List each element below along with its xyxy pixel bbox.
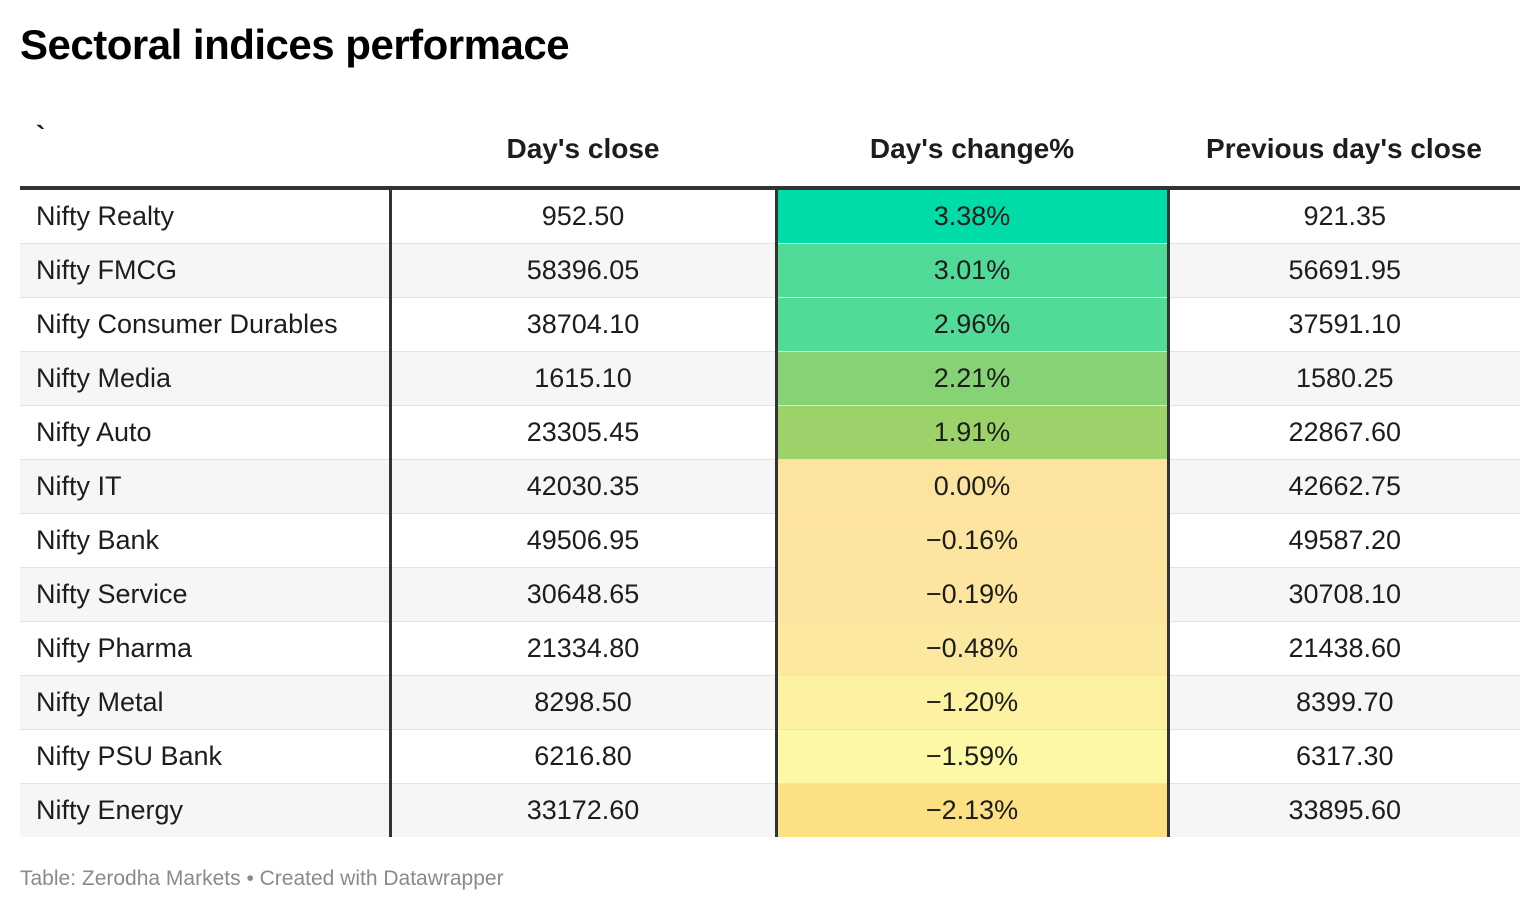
- footer-source: Table: Zerodha Markets: [20, 867, 241, 890]
- index-name-cell: Nifty Bank: [20, 513, 392, 568]
- column-header-previous-close: Previous day's close: [1168, 112, 1520, 190]
- days-close-cell: 42030.35: [390, 459, 776, 514]
- days-close-cell: 6216.80: [390, 729, 776, 784]
- days-change-cell: −0.48%: [774, 621, 1170, 676]
- chart-title: Sectoral indices performace: [20, 21, 570, 68]
- previous-close-cell: 33895.60: [1168, 783, 1520, 837]
- days-change-cell: −2.13%: [774, 783, 1170, 837]
- table-row: Nifty Bank 49506.95 −0.16% 49587.20: [20, 513, 1520, 568]
- days-close-cell: 952.50: [390, 188, 776, 244]
- table-row: Nifty Media 1615.10 2.21% 1580.25: [20, 351, 1520, 406]
- days-change-cell: 3.01%: [774, 243, 1170, 298]
- previous-close-cell: 921.35: [1168, 188, 1520, 244]
- days-close-cell: 38704.10: [390, 297, 776, 352]
- table-row: Nifty Energy 33172.60 −2.13% 33895.60: [20, 783, 1520, 837]
- days-change-cell: 0.00%: [774, 459, 1170, 514]
- index-name-cell: Nifty Media: [20, 351, 392, 406]
- footer-note: Table: Zerodha Markets • Created with Da…: [20, 867, 504, 891]
- days-change-cell: −0.16%: [774, 513, 1170, 568]
- days-change-cell: 1.91%: [774, 405, 1170, 460]
- days-close-cell: 21334.80: [390, 621, 776, 676]
- previous-close-cell: 49587.20: [1168, 513, 1520, 568]
- table-body: Nifty Realty 952.50 3.38% 921.35 Nifty FMCG 5…: [20, 188, 1520, 837]
- index-name-cell: Nifty Consumer Durables: [20, 297, 392, 352]
- days-close-cell: 23305.45: [390, 405, 776, 460]
- previous-close-cell: 22867.60: [1168, 405, 1520, 460]
- footer-credit: Created with Datawrapper: [259, 867, 504, 890]
- previous-close-cell: 8399.70: [1168, 675, 1520, 730]
- days-close-cell: 8298.50: [390, 675, 776, 730]
- column-header-days-close: Day's close: [390, 112, 776, 190]
- index-name-cell: Nifty PSU Bank: [20, 729, 392, 784]
- previous-close-cell: 6317.30: [1168, 729, 1520, 784]
- table-row: Nifty Realty 952.50 3.38% 921.35: [20, 188, 1520, 244]
- table-row: Nifty Pharma 21334.80 −0.48% 21438.60: [20, 621, 1520, 676]
- days-change-cell: −1.59%: [774, 729, 1170, 784]
- previous-close-cell: 30708.10: [1168, 567, 1520, 622]
- footer-separator: •: [240, 867, 260, 890]
- table-row: Nifty Service 30648.65 −0.19% 30708.10: [20, 567, 1520, 622]
- column-header-days-change: Day's change%: [776, 112, 1168, 190]
- days-change-cell: 3.38%: [774, 188, 1170, 244]
- index-name-cell: Nifty Metal: [20, 675, 392, 730]
- days-close-cell: 1615.10: [390, 351, 776, 406]
- index-name-cell: Nifty Pharma: [20, 621, 392, 676]
- column-header-name: `: [20, 112, 390, 190]
- table-row: Nifty Metal 8298.50 −1.20% 8399.70: [20, 675, 1520, 730]
- table-header-row: ` Day's close Day's change% Previous day…: [20, 112, 1520, 190]
- index-name-cell: Nifty Realty: [20, 188, 392, 244]
- previous-close-cell: 42662.75: [1168, 459, 1520, 514]
- previous-close-cell: 37591.10: [1168, 297, 1520, 352]
- previous-close-cell: 21438.60: [1168, 621, 1520, 676]
- index-name-cell: Nifty FMCG: [20, 243, 392, 298]
- days-close-cell: 49506.95: [390, 513, 776, 568]
- index-name-cell: Nifty Auto: [20, 405, 392, 460]
- days-change-cell: 2.96%: [774, 297, 1170, 352]
- days-close-cell: 33172.60: [390, 783, 776, 837]
- table-row: Nifty Consumer Durables 38704.10 2.96% 3759…: [20, 297, 1520, 352]
- previous-close-cell: 56691.95: [1168, 243, 1520, 298]
- days-change-cell: 2.21%: [774, 351, 1170, 406]
- sectoral-indices-table: ` Day's close Day's change% Previous day…: [20, 112, 1520, 837]
- index-name-cell: Nifty Service: [20, 567, 392, 622]
- table-row: Nifty Auto 23305.45 1.91% 22867.60: [20, 405, 1520, 460]
- table-row: Nifty FMCG 58396.05 3.01% 56691.95: [20, 243, 1520, 298]
- index-name-cell: Nifty Energy: [20, 783, 392, 837]
- index-name-cell: Nifty IT: [20, 459, 392, 514]
- previous-close-cell: 1580.25: [1168, 351, 1520, 406]
- days-close-cell: 30648.65: [390, 567, 776, 622]
- days-change-cell: −0.19%: [774, 567, 1170, 622]
- days-change-cell: −1.20%: [774, 675, 1170, 730]
- table-row: Nifty PSU Bank 6216.80 −1.59% 6317.30: [20, 729, 1520, 784]
- days-close-cell: 58396.05: [390, 243, 776, 298]
- table-row: Nifty IT 42030.35 0.00% 42662.75: [20, 459, 1520, 514]
